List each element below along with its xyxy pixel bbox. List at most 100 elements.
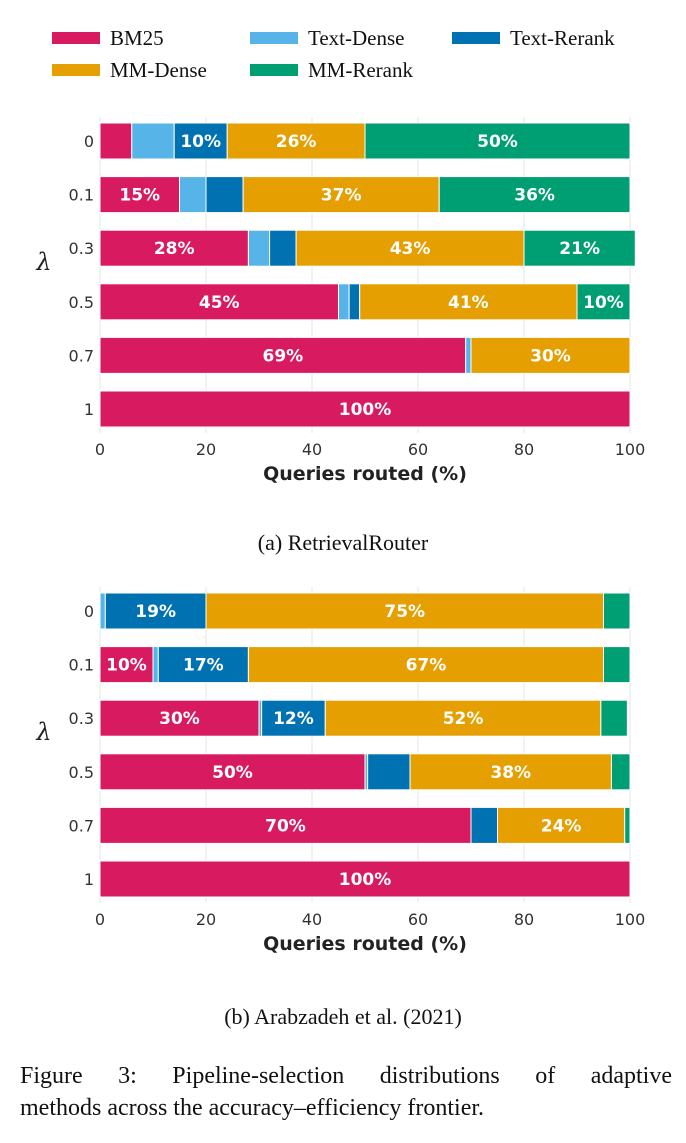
- data-label: 75%: [384, 602, 425, 622]
- legend-swatch: [452, 32, 500, 44]
- legend: BM25 Text-Dense Text-Rerank MM-Dense MM-Rera…: [0, 0, 686, 90]
- figure-caption-line-2: methods across the accuracy–efficiency f…: [20, 1095, 485, 1121]
- data-label: 38%: [490, 763, 531, 783]
- bar-segment: [99, 806, 472, 844]
- x-axis-label: Queries routed (%): [263, 463, 467, 485]
- legend-swatch: [52, 64, 100, 76]
- bar-segment: [247, 646, 604, 684]
- data-label: 10%: [583, 293, 624, 313]
- bar-segment: [99, 699, 260, 737]
- data-label: 12%: [273, 709, 314, 729]
- bar-segment: [438, 176, 631, 214]
- y-tick-label: 0.1: [69, 186, 94, 205]
- bar-segment: [497, 806, 626, 844]
- x-tick-label: 0: [95, 440, 105, 459]
- bar-segment: [99, 336, 467, 374]
- y-tick-label: 0: [84, 132, 94, 151]
- data-label: 52%: [443, 709, 484, 729]
- bar-segment: [603, 646, 631, 684]
- bar-segment: [269, 229, 297, 267]
- data-label: 17%: [183, 656, 224, 676]
- x-tick-label: 60: [408, 910, 428, 929]
- y-tick-label: 0.3: [69, 239, 94, 258]
- bar-segment: [576, 283, 631, 321]
- legend-label: BM25: [110, 26, 164, 50]
- bar-segment: [324, 699, 602, 737]
- bar-segment: [99, 860, 631, 898]
- bar-segment: [359, 283, 578, 321]
- data-label: 70%: [265, 816, 306, 836]
- bar-segment: [600, 699, 628, 737]
- bar-segment: [205, 176, 244, 214]
- data-label: 24%: [541, 816, 582, 836]
- y-tick-label: 0.7: [69, 816, 94, 835]
- y-tick-label: 0.1: [69, 656, 94, 675]
- data-label: 69%: [262, 346, 303, 366]
- figure-caption-line-1: Figure 3: Pipeline-selection distributio…: [20, 1063, 672, 1089]
- data-label: 30%: [159, 709, 200, 729]
- bar-segment: [367, 753, 411, 791]
- data-label: 41%: [448, 293, 489, 313]
- x-tick-label: 20: [196, 440, 216, 459]
- y-axis-label: λ: [35, 248, 51, 276]
- y-tick-label: 0.3: [69, 709, 94, 728]
- y-tick-label: 1: [84, 870, 94, 889]
- data-label: 21%: [559, 239, 600, 259]
- caption-a: (a) RetrievalRouter: [257, 530, 429, 555]
- y-tick-label: 1: [84, 400, 94, 419]
- x-tick-label: 100: [615, 910, 646, 929]
- x-tick-label: 60: [408, 440, 428, 459]
- data-label: 10%: [106, 656, 147, 676]
- x-axis-label: Queries routed (%): [263, 933, 467, 955]
- legend-swatch: [250, 32, 298, 44]
- bar-segment: [465, 336, 472, 374]
- data-label: 37%: [321, 186, 362, 206]
- bar-segment: [364, 122, 631, 160]
- legend-label: Text-Rerank: [510, 26, 615, 50]
- data-label: 45%: [199, 293, 240, 313]
- y-tick-label: 0: [84, 602, 94, 621]
- bar-segment: [99, 753, 366, 791]
- bar-segment: [603, 592, 631, 630]
- x-tick-label: 100: [615, 440, 646, 459]
- data-label: 15%: [119, 186, 160, 206]
- bar-segment: [131, 122, 175, 160]
- bar-segment: [157, 646, 249, 684]
- bar-segment: [173, 122, 228, 160]
- bar-segment: [338, 283, 350, 321]
- bar-segment: [99, 592, 106, 630]
- data-label: 50%: [212, 763, 253, 783]
- bar-segment: [247, 229, 271, 267]
- bar-segment: [523, 229, 636, 267]
- figure-caption: Figure 3: Pipeline-selection distributio…: [20, 1060, 672, 1124]
- y-tick-label: 0.7: [69, 346, 94, 365]
- data-label: 43%: [390, 239, 431, 259]
- bar-segment: [179, 176, 207, 214]
- y-tick-label: 0.5: [69, 763, 94, 782]
- bar-segment: [99, 283, 339, 321]
- x-tick-label: 20: [196, 910, 216, 929]
- y-tick-label: 0.5: [69, 293, 94, 312]
- data-label: 28%: [154, 239, 195, 259]
- bar-segment: [104, 592, 207, 630]
- legend-swatch: [52, 32, 100, 44]
- x-tick-label: 0: [95, 910, 105, 929]
- bar-segment: [226, 122, 366, 160]
- bar-segment: [205, 592, 604, 630]
- bar-segment: [470, 336, 631, 374]
- data-label: 10%: [180, 132, 221, 152]
- bar-segment: [242, 176, 440, 214]
- y-axis-label: λ: [35, 718, 51, 746]
- bar-segment: [624, 806, 631, 844]
- x-tick-label: 80: [514, 440, 534, 459]
- bar-segment: [610, 753, 631, 791]
- data-label: 100%: [339, 870, 392, 890]
- data-label: 19%: [135, 602, 176, 622]
- bar-segment: [99, 646, 154, 684]
- x-tick-label: 80: [514, 910, 534, 929]
- legend-label: MM-Rerank: [308, 58, 413, 82]
- bar-segment: [99, 229, 249, 267]
- caption-b: (b) Arabzadeh et al. (2021): [224, 1004, 462, 1029]
- bar-segment: [295, 229, 525, 267]
- legend-swatch: [250, 64, 298, 76]
